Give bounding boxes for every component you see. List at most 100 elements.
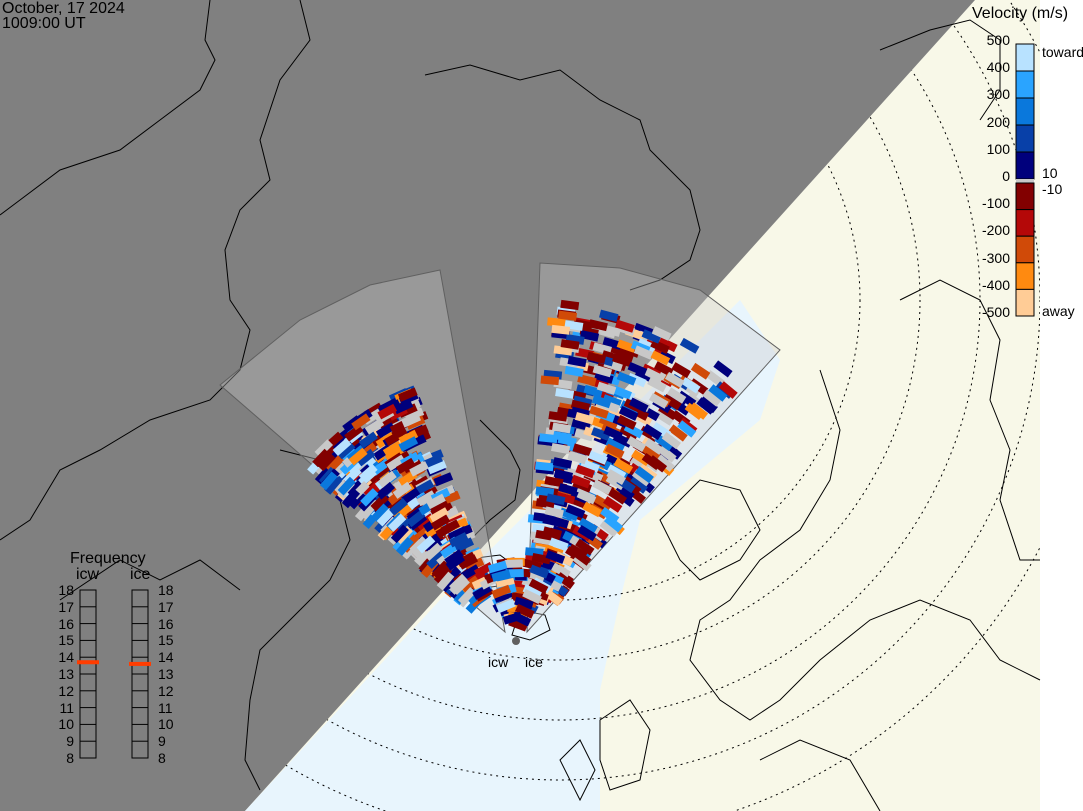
frequency-tick: 10 <box>58 716 74 733</box>
colorbar-segment-toward <box>1015 97 1035 126</box>
velocity-cell-icw <box>336 441 356 460</box>
velocity-cell-ice <box>538 433 558 444</box>
velocity-cell-ice <box>579 330 600 342</box>
velocity-cell-ice <box>650 350 671 366</box>
coastlines <box>0 0 1041 811</box>
colorbar-tick: 100 <box>986 140 1010 157</box>
velocity-cell-icw <box>426 550 445 569</box>
velocity-cell-ice <box>651 326 672 341</box>
velocity-cell-ice <box>616 339 637 353</box>
velocity-cell-icw <box>433 472 454 487</box>
velocity-cell-ice <box>586 351 607 364</box>
velocity-cell-ice <box>641 329 662 344</box>
velocity-cell-icw <box>429 507 450 524</box>
velocity-cell-ice <box>574 428 594 442</box>
frequency-tick: 10 <box>158 716 174 733</box>
velocity-cell-ice <box>603 425 623 441</box>
velocity-cells <box>307 299 738 632</box>
velocity-cell-ice <box>545 550 566 565</box>
velocity-cell-icw <box>457 586 477 606</box>
velocity-cell-icw <box>416 490 437 507</box>
velocity-cell-ice <box>557 434 577 447</box>
velocity-cell-near <box>515 603 535 619</box>
velocity-cell-icw <box>398 429 419 445</box>
velocity-cell-ice <box>570 474 591 489</box>
colorbar-segment-toward <box>1015 70 1035 99</box>
colorbar-tick: -500 <box>981 304 1010 320</box>
velocity-cell-ice <box>602 496 623 513</box>
velocity-cell-icw <box>351 413 371 431</box>
velocity-cell-ice <box>627 372 647 388</box>
velocity-cell-ice <box>677 420 697 438</box>
velocity-cell-ice <box>551 324 571 335</box>
colorbar-segment-toward <box>1015 151 1035 180</box>
velocity-cell-ice <box>696 397 716 415</box>
velocity-cell-ice <box>544 506 564 519</box>
velocity-cell-ice <box>574 412 595 425</box>
velocity-cell-ice <box>558 310 578 321</box>
velocity-cell-ice <box>615 319 635 333</box>
velocity-cell-icw <box>358 468 377 487</box>
colorbar-tick: -100 <box>981 195 1010 212</box>
velocity-cell-icw <box>348 490 367 510</box>
velocity-cell-ice <box>612 385 632 400</box>
frequency-tick: 12 <box>58 682 74 699</box>
velocity-cell-ice <box>657 336 678 353</box>
velocity-cell-ice <box>572 443 593 457</box>
velocity-cell-icw <box>451 576 470 596</box>
velocity-cell-ice <box>554 472 574 485</box>
velocity-cell-ice <box>591 395 612 409</box>
velocity-cell-icw <box>377 403 398 420</box>
velocity-cell-icw <box>376 508 395 527</box>
velocity-cell-ice <box>582 501 602 518</box>
radar-label-icw: icw <box>488 654 509 670</box>
velocity-cell-ice <box>570 399 591 412</box>
frequency-tick: 16 <box>58 615 74 632</box>
radar-site-marker <box>512 637 520 645</box>
velocity-cell-icw <box>403 459 423 475</box>
frequency-marker-icw <box>77 660 99 665</box>
velocity-cell-icw <box>398 436 419 452</box>
velocity-cell-ice <box>546 493 566 506</box>
colorbar-tick: -300 <box>981 249 1010 266</box>
velocity-cell-icw <box>358 431 378 449</box>
velocity-cell-ice <box>654 409 675 426</box>
velocity-cell-icw <box>423 542 443 561</box>
velocity-cell-icw <box>448 532 469 548</box>
velocity-cell-icw <box>423 453 443 469</box>
velocity-cell-ice <box>604 443 625 459</box>
velocity-cell-icw <box>401 487 421 505</box>
velocity-cell-icw <box>393 399 414 415</box>
velocity-cell-ice <box>616 414 637 430</box>
colorbar-tick: 0 <box>1002 168 1010 184</box>
velocity-cell-ice <box>644 367 664 383</box>
colorbar-segment-away <box>1015 288 1035 317</box>
frequency-tick: 15 <box>158 632 174 649</box>
colorbar-tick: 200 <box>986 113 1010 130</box>
velocity-cell-ice <box>555 572 575 590</box>
velocity-cell-icw <box>386 454 406 472</box>
frequency-tick: 8 <box>66 750 74 766</box>
velocity-cell-icw <box>371 503 390 523</box>
velocity-cell-ice <box>618 406 639 421</box>
frequency-tick: 11 <box>59 699 74 716</box>
velocity-cell-icw <box>416 535 436 554</box>
colorbar-segment-away <box>1015 262 1035 290</box>
velocity-cell-icw <box>377 470 397 489</box>
colorbar-tick: 400 <box>986 59 1010 76</box>
velocity-cell-ice <box>604 514 624 533</box>
velocity-cell-icw <box>319 471 338 491</box>
velocity-cell-ice <box>535 529 555 541</box>
velocity-cell-ice <box>596 381 617 395</box>
frequency-tick: 8 <box>158 750 166 766</box>
velocity-cell-icw <box>433 565 453 585</box>
velocity-cell-ice <box>547 317 566 328</box>
velocity-cell-icw <box>414 479 435 496</box>
velocity-cell-ice <box>548 411 568 422</box>
velocity-cell-ice <box>605 437 626 453</box>
velocity-cell-ice <box>551 562 571 579</box>
velocity-cell-ice <box>606 469 626 485</box>
velocity-cell-icw <box>337 476 356 496</box>
frequency-tick: 16 <box>158 615 174 632</box>
